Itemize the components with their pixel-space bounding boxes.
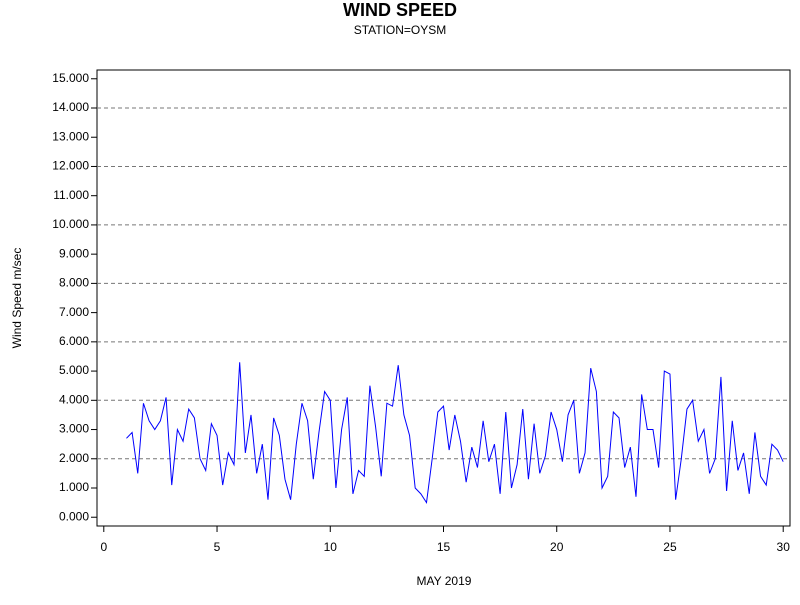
y-tick-label: 15.000: [52, 71, 89, 85]
y-tick-label: 3.000: [59, 422, 89, 436]
plot-frame: [96, 69, 791, 527]
y-tick-label: 13.000: [52, 129, 89, 143]
data-line: [126, 362, 784, 505]
y-tick-label: 7.000: [59, 305, 89, 319]
y-tick-label: 11.000: [53, 188, 89, 202]
x-tick-label: 20: [550, 540, 564, 554]
y-tick-label: 10.000: [52, 217, 89, 231]
x-tick-label: 0: [100, 540, 107, 554]
chart-subtitle: STATION=OYSM: [354, 23, 447, 37]
y-tick-label: 0.000: [59, 509, 89, 523]
x-tick-label: 15: [437, 540, 451, 554]
x-tick-label: 25: [663, 540, 677, 554]
x-tick-label: 5: [214, 540, 221, 554]
y-tick-label: 1.000: [59, 480, 89, 494]
y-tick-label: 14.000: [52, 100, 89, 114]
y-tick-label: 12.000: [52, 159, 89, 173]
chart-title: WIND SPEED: [343, 0, 457, 20]
x-axis-label: MAY 2019: [417, 574, 472, 588]
y-tick-label: 4.000: [59, 392, 89, 406]
y-tick-label: 6.000: [59, 334, 89, 348]
y-tick-label: 9.000: [59, 246, 89, 260]
y-tick-label: 2.000: [59, 451, 89, 465]
y-axis-label: Wind Speed m/sec: [10, 248, 24, 349]
x-tick-label: 30: [777, 540, 791, 554]
x-tick-label: 10: [324, 540, 338, 554]
y-tick-label: 5.000: [59, 363, 89, 377]
y-tick-label: 8.000: [59, 276, 89, 290]
